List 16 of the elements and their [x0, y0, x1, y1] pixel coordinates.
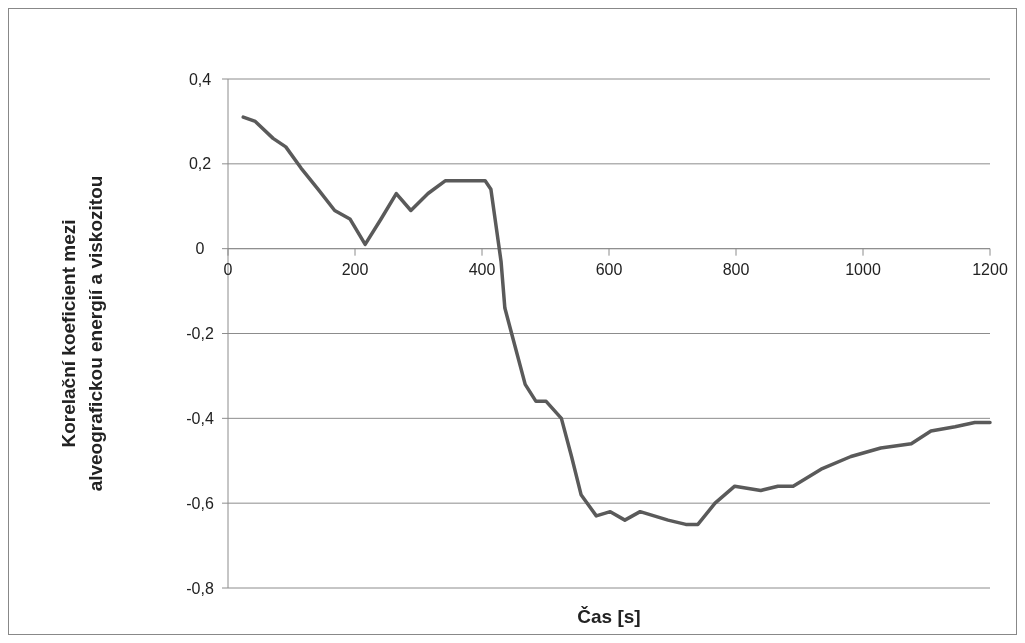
y-tick-label: 0 — [195, 240, 205, 258]
x-tick-label: 0 — [223, 260, 233, 278]
y-tick-label: -0,4 — [186, 409, 214, 427]
x-axis-title: Čas [s] — [577, 606, 641, 627]
y-tick-label: 0,4 — [188, 70, 212, 88]
y-tick-label: -0,8 — [186, 579, 214, 597]
y-tick-label: -0,6 — [186, 494, 214, 512]
x-tick-label: 600 — [595, 260, 623, 278]
y-axis-title: Korelační koeficient mezi alveografickou energií a viskozitou — [57, 175, 106, 492]
x-tick-label: 800 — [722, 260, 750, 278]
y-tick-label: -0,2 — [186, 325, 214, 343]
y-tick-label: 0,2 — [188, 155, 212, 173]
x-tick-label: 1200 — [972, 260, 1008, 278]
x-tick-label: 200 — [341, 260, 369, 278]
x-tick-label: 400 — [468, 260, 496, 278]
x-tick-label: 1000 — [845, 260, 881, 278]
